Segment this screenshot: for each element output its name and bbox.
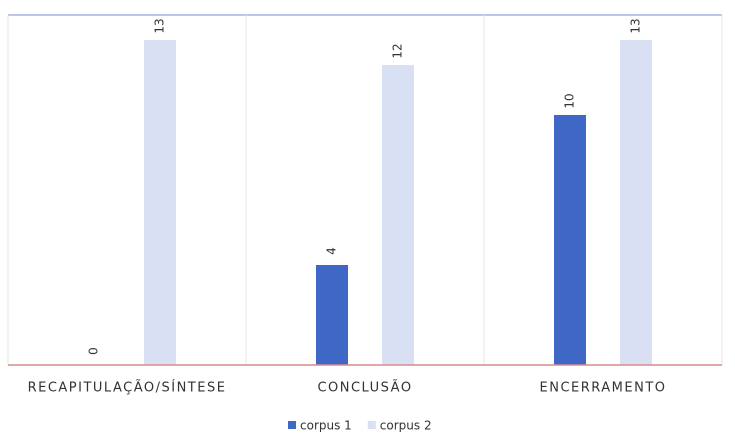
x-tick-label: ENCERRAMENTO — [540, 381, 667, 396]
bar — [144, 40, 176, 365]
data-label: 12 — [391, 43, 405, 58]
bar — [554, 115, 586, 365]
bar — [382, 65, 414, 365]
bar — [620, 40, 652, 365]
data-label: 0 — [87, 347, 101, 355]
x-tick-label: RECAPITULAÇÃO/SÍNTESE — [28, 380, 227, 396]
legend-marker — [288, 421, 296, 429]
data-label: 13 — [153, 18, 167, 33]
legend-label: corpus 1 — [300, 419, 352, 433]
legend-label: corpus 2 — [380, 419, 432, 433]
legend-marker — [367, 421, 376, 429]
data-label: 4 — [325, 247, 339, 255]
x-tick-label: CONCLUSÃO — [317, 380, 412, 396]
data-label: 10 — [563, 93, 577, 108]
data-label: 13 — [629, 18, 643, 33]
bar — [316, 265, 348, 365]
